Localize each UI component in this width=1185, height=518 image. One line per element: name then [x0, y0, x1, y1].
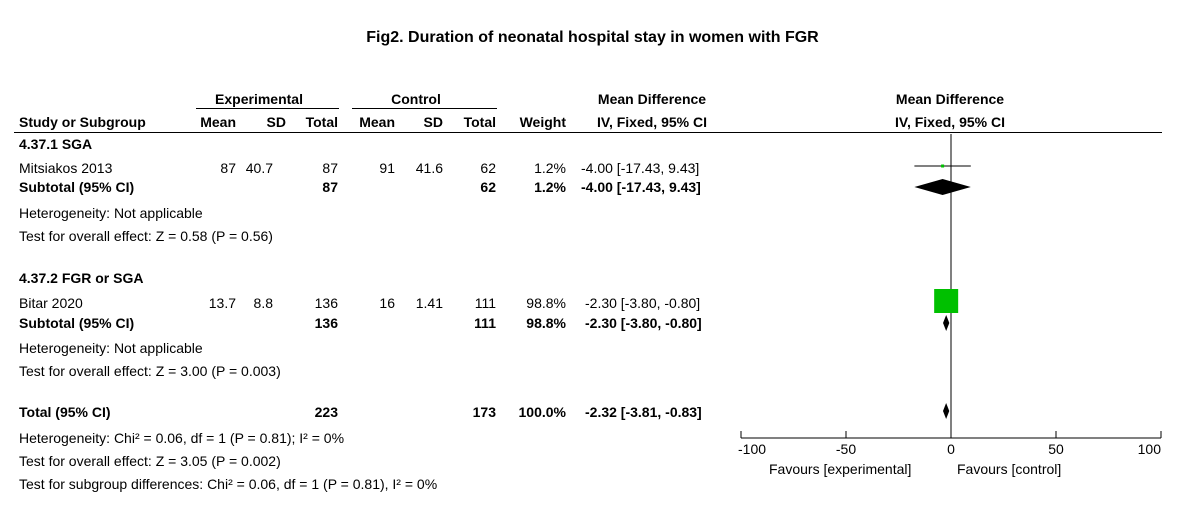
favours-control-label: Favours [control] — [957, 461, 1062, 477]
header-control: Control — [391, 91, 441, 107]
header-mean-difference-right: Mean Difference — [895, 91, 1005, 107]
subtotal-exp-total: 87 — [322, 179, 338, 195]
x-axis-tick-label: 50 — [1048, 441, 1064, 457]
figure-title: Fig2. Duration of neonatal hospital stay… — [366, 29, 819, 46]
study-ctl-sd: 41.6 — [415, 160, 443, 176]
study-ctl-total: 111 — [474, 295, 496, 311]
summary-diamond — [943, 315, 950, 331]
study-weight: 1.2% — [534, 160, 566, 176]
subtotal-weight: 1.2% — [534, 179, 566, 195]
study-exp-sd: 40.7 — [245, 160, 273, 176]
subtotal-label: Subtotal (95% CI) — [19, 315, 135, 331]
header-ivfixed-left: IV, Fixed, 95% CI — [597, 114, 707, 130]
total-ctl-total: 173 — [472, 404, 496, 420]
header-exp-total: Total — [305, 114, 338, 130]
header-ivfixed-right: IV, Fixed, 95% CI — [895, 114, 1005, 130]
footer-overall-effect: Test for overall effect: Z = 3.05 (P = 0… — [19, 453, 281, 469]
study-name: Mitsiakos 2013 — [19, 160, 113, 176]
study-weight: 98.8% — [526, 295, 566, 311]
header-experimental-underline — [196, 108, 339, 109]
study-exp-mean: 87 — [220, 160, 236, 176]
subtotal-ci: -4.00 [-17.43, 9.43] — [581, 179, 701, 195]
header-mean-difference-left: Mean Difference — [597, 91, 707, 107]
x-axis-tick-label: -100 — [738, 441, 766, 457]
group-title-sga: 4.37.1 SGA — [19, 136, 93, 152]
header-ctl-mean: Mean — [359, 114, 395, 130]
subtotal-label: Subtotal (95% CI) — [19, 179, 135, 195]
study-ctl-total: 62 — [480, 160, 496, 176]
total-exp-total: 223 — [314, 404, 338, 420]
heterogeneity-text: Heterogeneity: Not applicable — [19, 205, 203, 221]
overall-effect-text: Test for overall effect: Z = 3.00 (P = 0… — [19, 363, 281, 379]
header-exp-sd: SD — [266, 114, 286, 130]
header-ctl-sd: SD — [423, 114, 443, 130]
study-ctl-sd: 1.41 — [415, 295, 443, 311]
overall-effect-text: Test for overall effect: Z = 0.58 (P = 0… — [19, 228, 273, 244]
study-ctl-mean: 16 — [379, 295, 395, 311]
study-ci: -2.30 [-3.80, -0.80] — [585, 295, 701, 311]
favours-experimental-label: Favours [experimental] — [769, 461, 912, 477]
subtotal-ctl-total: 62 — [480, 179, 496, 195]
study-name: Bitar 2020 — [19, 295, 83, 311]
summary-diamond — [914, 179, 971, 195]
study-ci: -4.00 [-17.43, 9.43] — [581, 160, 700, 176]
study-effect-square — [934, 289, 959, 313]
summary-diamond — [942, 403, 950, 419]
study-ctl-mean: 91 — [379, 160, 395, 176]
x-axis-tick-label: 0 — [947, 441, 955, 457]
x-axis-tick-label: 100 — [1138, 441, 1162, 457]
header-weight: Weight — [519, 114, 566, 130]
header-ctl-total: Total — [463, 114, 496, 130]
subtotal-exp-total: 136 — [314, 315, 338, 331]
study-exp-mean: 13.7 — [208, 295, 236, 311]
total-label: Total (95% CI) — [19, 404, 111, 420]
header-experimental: Experimental — [215, 91, 303, 107]
header-control-underline — [352, 108, 497, 109]
header-rule — [14, 132, 1162, 133]
total-ci: -2.32 [-3.81, -0.83] — [585, 404, 702, 420]
footer-heterogeneity: Heterogeneity: Chi² = 0.06, df = 1 (P = … — [19, 430, 345, 446]
header-exp-mean: Mean — [200, 114, 236, 130]
subtotal-ci: -2.30 [-3.80, -0.80] — [585, 315, 702, 331]
study-exp-total: 136 — [314, 295, 338, 311]
total-weight: 100.0% — [518, 404, 566, 420]
heterogeneity-text: Heterogeneity: Not applicable — [19, 340, 203, 356]
header-study: Study or Subgroup — [19, 114, 146, 130]
subtotal-weight: 98.8% — [526, 315, 566, 331]
study-exp-total: 87 — [322, 160, 338, 176]
study-exp-sd: 8.8 — [253, 295, 273, 311]
subtotal-ctl-total: 111 — [474, 315, 496, 331]
group-title-fgr-or-sga: 4.37.2 FGR or SGA — [19, 270, 144, 286]
x-axis-tick-label: -50 — [836, 441, 856, 457]
study-effect-square — [941, 164, 945, 168]
footer-subgroup-differences: Test for subgroup differences: Chi² = 0.… — [19, 476, 438, 492]
